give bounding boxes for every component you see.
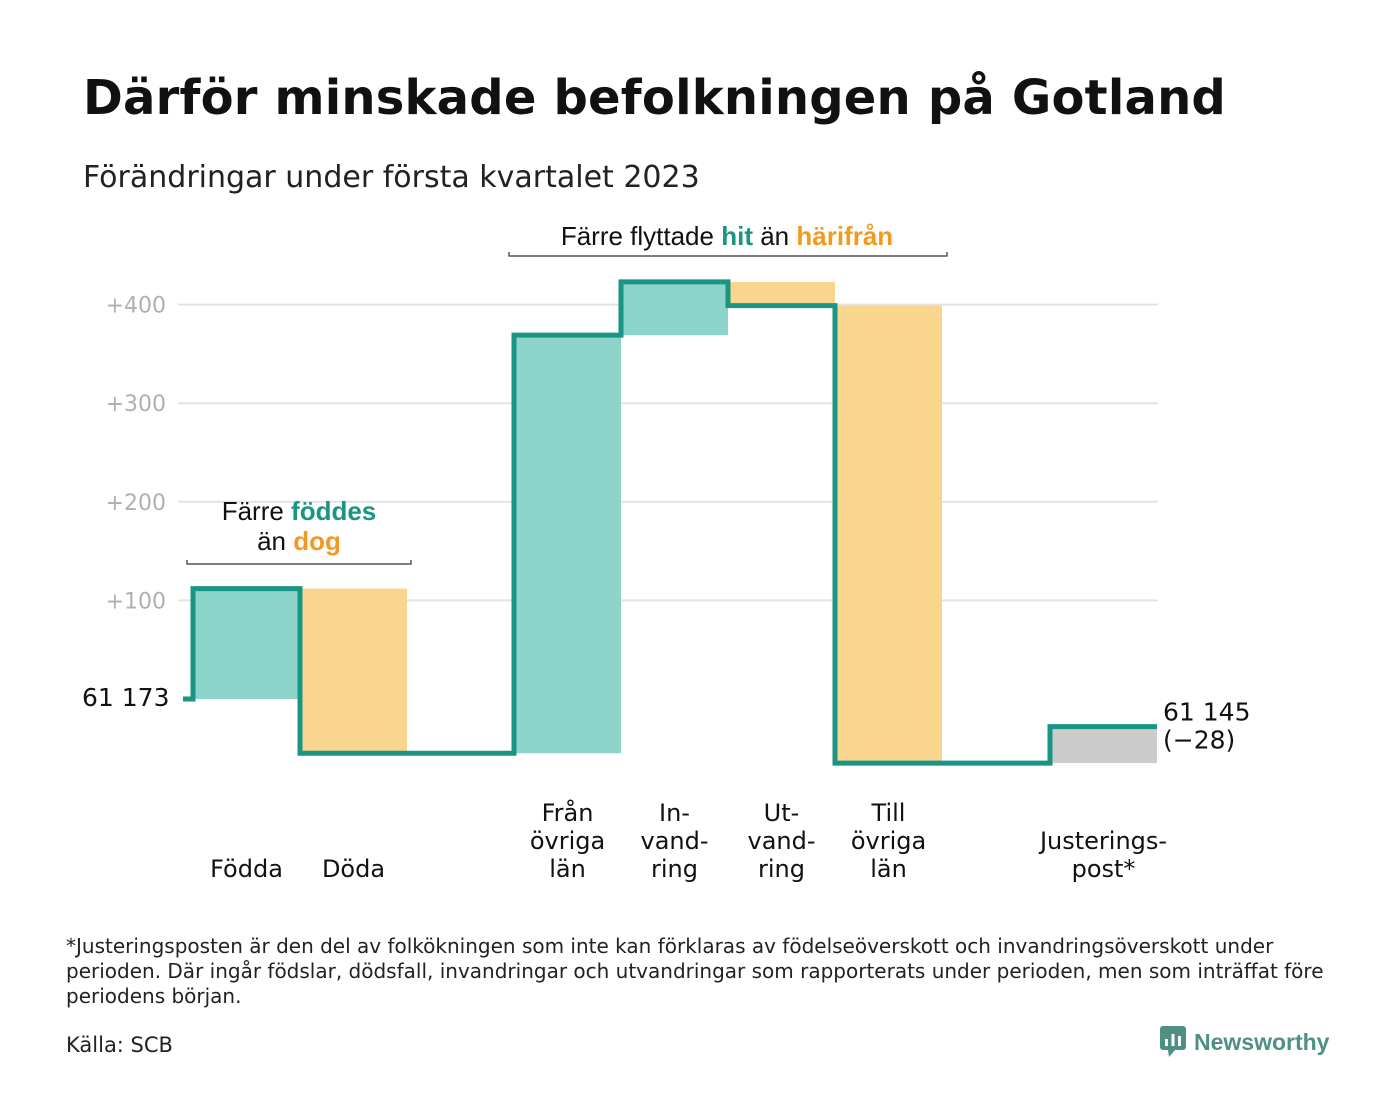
waterfall-bar: [835, 305, 942, 764]
y-tick-label: +100: [106, 589, 166, 614]
category-label: Justerings-: [1038, 827, 1167, 855]
category-label: ring: [758, 855, 805, 883]
migration-annotation-part: hit: [721, 221, 753, 251]
waterfall-bar: [621, 281, 728, 336]
footnote: *Justeringsposten är den del av folkökni…: [66, 934, 1324, 1008]
category-label: län: [549, 855, 586, 883]
y-tick-label: +400: [106, 294, 166, 319]
brand: Newsworthy: [1160, 1026, 1329, 1058]
category-label: Ut-: [764, 799, 800, 827]
births-deaths-annotation-line2-part: dog: [293, 526, 341, 556]
category-label: vand-: [747, 827, 815, 855]
category-label: Födda: [210, 855, 283, 883]
waterfall-bar: [728, 281, 835, 306]
category-label: Till: [871, 799, 906, 827]
waterfall-chart: +100 +200 +300 +400 61 173 61 145(−28) Födda Dö…: [82, 221, 1250, 883]
migration-annotation: Färre flyttade hit än härifrån: [561, 221, 893, 251]
migration-annotation-part: härifrån: [796, 221, 893, 251]
category-label: övriga: [851, 827, 926, 855]
births-deaths-annotation-line2-part: än: [257, 526, 293, 556]
category-label: In-: [659, 799, 690, 827]
source-label: Källa: SCB: [66, 1033, 173, 1057]
category-label: vand-: [640, 827, 708, 855]
migration-bracket: [508, 252, 948, 257]
category-label: post*: [1072, 855, 1136, 883]
births-deaths-bracket: [186, 560, 412, 565]
newsworthy-logo-icon: [1160, 1026, 1186, 1057]
end-value-label: 61 145: [1163, 698, 1250, 727]
births-deaths-annotation-line1: Färre föddes: [222, 496, 377, 526]
category-label: ring: [651, 855, 698, 883]
y-tick-label: +200: [106, 491, 166, 516]
births-deaths-annotation-line1-part: Färre: [222, 496, 291, 526]
category-label: Döda: [322, 855, 385, 883]
brand-name: Newsworthy: [1194, 1028, 1330, 1055]
waterfall-bar: [514, 335, 621, 754]
migration-annotation-part: Färre flyttade: [561, 221, 721, 251]
start-value-label: 61 173: [82, 683, 169, 712]
y-tick-label: +300: [106, 392, 166, 417]
births-deaths-annotation-line1-part: föddes: [291, 496, 376, 526]
waterfall-bar: [300, 588, 407, 754]
page-subtitle: Förändringar under första kvartalet 2023: [83, 160, 700, 195]
category-label: Från: [542, 798, 594, 827]
category-label: övriga: [530, 827, 605, 855]
end-change-label: (−28): [1163, 726, 1235, 755]
waterfall-bar: [193, 588, 300, 699]
page-title: Därför minskade befolkningen på Gotland: [83, 70, 1226, 126]
migration-annotation-part: än: [753, 221, 796, 251]
category-label: län: [870, 855, 907, 883]
waterfall-bar: [1050, 726, 1157, 764]
births-deaths-annotation-line2: än dog: [257, 526, 341, 556]
cumulative-step-line: [183, 279, 1157, 766]
